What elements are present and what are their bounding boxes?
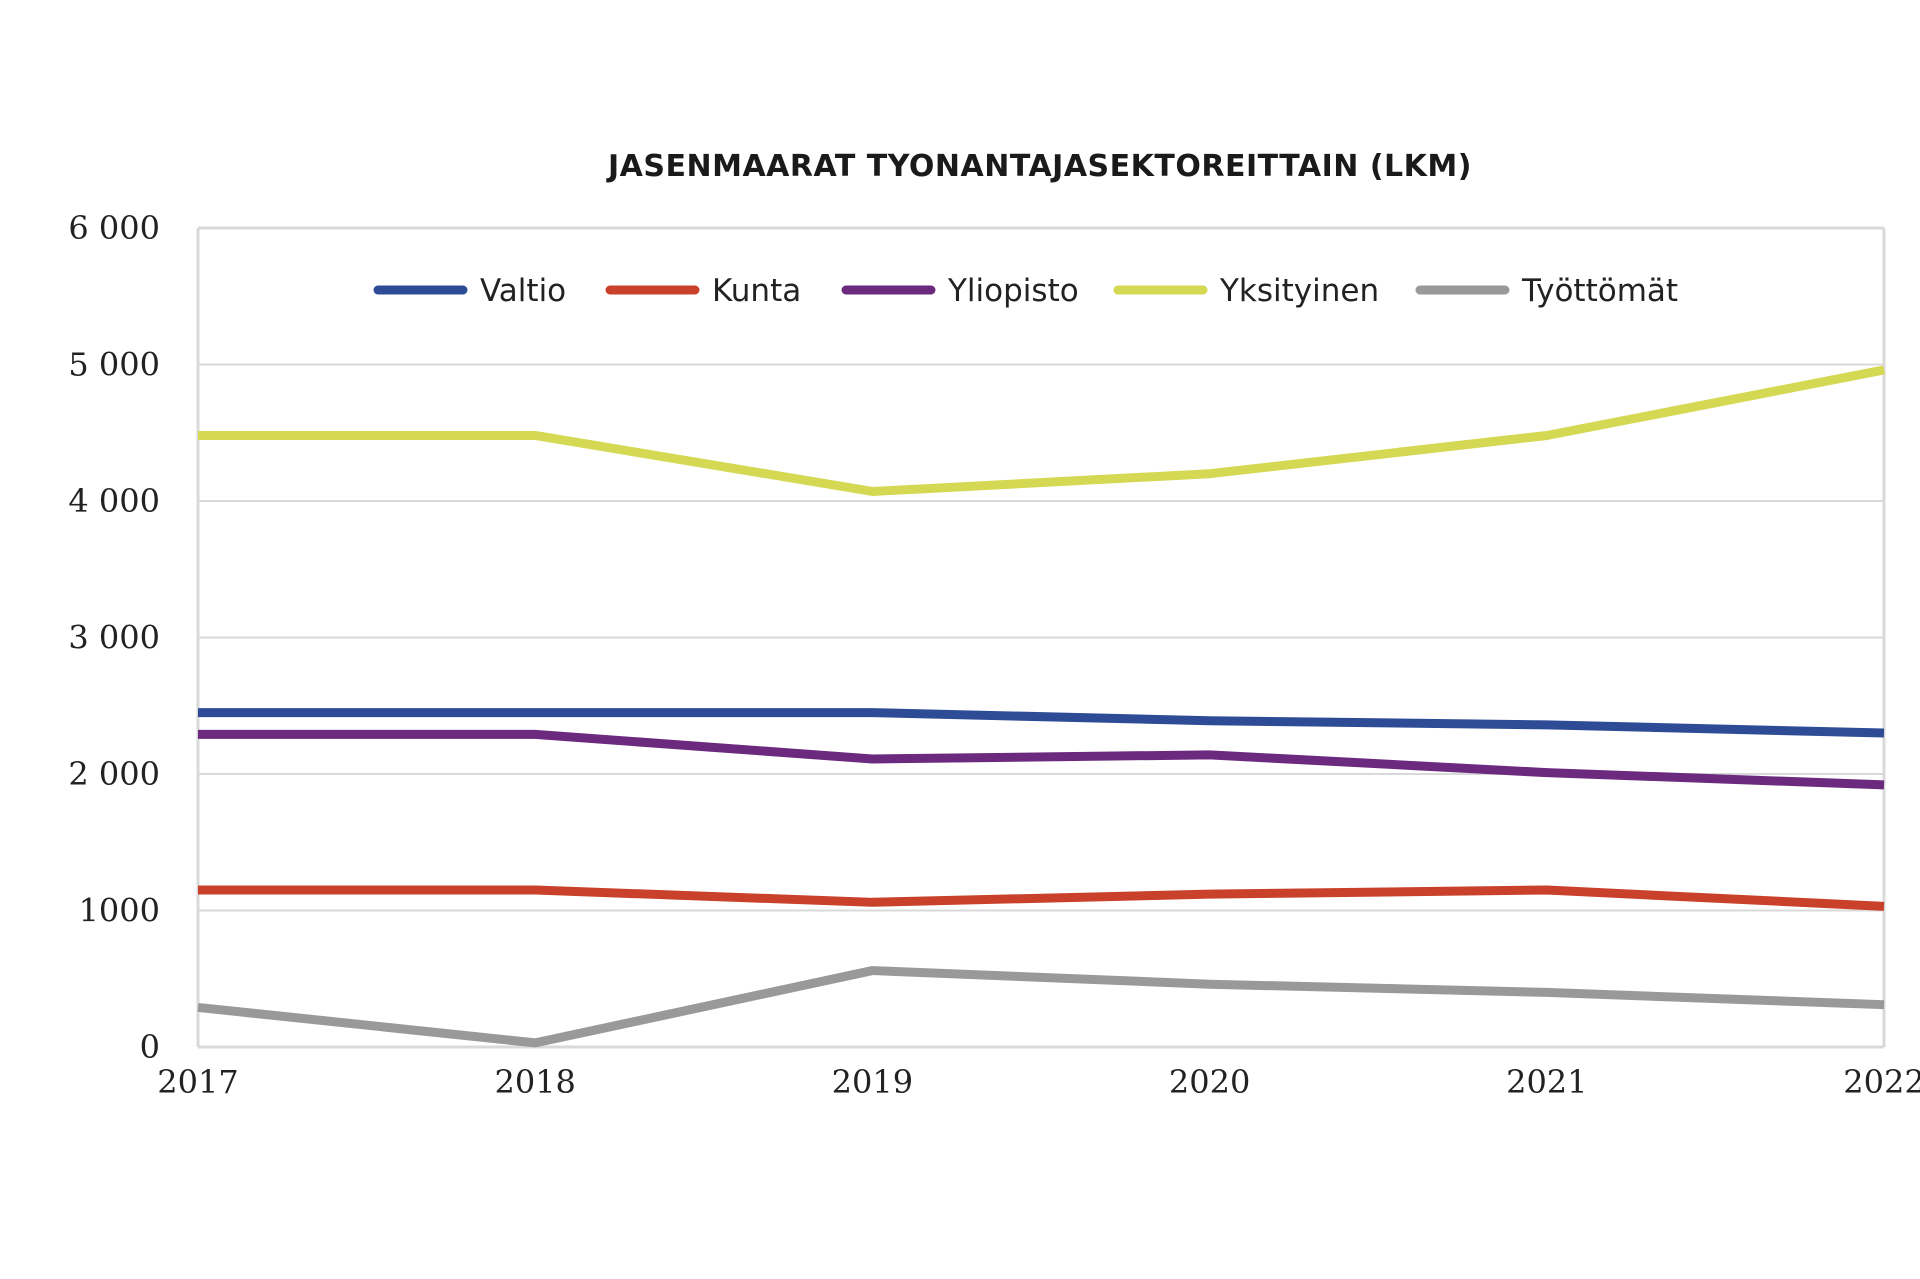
- series-line-valtio: [198, 708, 1885, 738]
- legend-label: Yliopisto: [947, 273, 1079, 309]
- legend-label: Kunta: [712, 273, 801, 309]
- legend-label: Yksityinen: [1219, 273, 1379, 309]
- legend-item-kunta: Kunta: [605, 273, 801, 309]
- legend: Valtio Kunta Yliopisto Yksityinen Työttömät: [373, 273, 1678, 309]
- series-line-kunta: [198, 885, 1885, 911]
- legend-item-yksityinen: Yksityinen: [1113, 273, 1379, 309]
- chart-title: JASENMAARAT TYONANTAJASEKTOREITTAIN (LKM…: [606, 149, 1472, 184]
- x-tick-label: 2017: [157, 1063, 238, 1101]
- y-axis-tick-labels: 0 1000 2 000 3 000 4 000 5 000 6 000: [68, 209, 160, 1066]
- series-line-yksityinen: [198, 365, 1885, 496]
- legend-label: Valtio: [480, 273, 566, 309]
- y-tick-label: 6 000: [68, 209, 160, 247]
- x-tick-label: 2018: [494, 1063, 575, 1101]
- y-tick-label: 1000: [79, 892, 160, 930]
- x-tick-label: 2020: [1169, 1063, 1250, 1101]
- y-tick-label: 4 000: [68, 482, 160, 520]
- y-tick-label: 5 000: [68, 346, 160, 384]
- x-tick-label: 2021: [1506, 1063, 1587, 1101]
- gridlines: [198, 227, 1884, 912]
- legend-item-yliopisto: Yliopisto: [841, 273, 1079, 309]
- legend-item-työttömät: Työttömät: [1415, 273, 1678, 309]
- axes: [196, 226, 1886, 1049]
- y-tick-label: 2 000: [68, 755, 160, 793]
- x-tick-label: 2019: [832, 1063, 913, 1101]
- series-line-työttömät: [197, 966, 1885, 1048]
- series-lines: [197, 365, 1885, 1048]
- y-tick-label: 3 000: [68, 619, 160, 657]
- x-axis-tick-labels: 2017 2018 2019 2020 2021 2022: [157, 1063, 1920, 1101]
- legend-item-valtio: Valtio: [373, 273, 566, 309]
- x-tick-label: 2022: [1843, 1063, 1920, 1101]
- y-tick-label: 0: [140, 1028, 160, 1066]
- series-line-yliopisto: [198, 729, 1885, 790]
- legend-label: Työttömät: [1521, 273, 1678, 309]
